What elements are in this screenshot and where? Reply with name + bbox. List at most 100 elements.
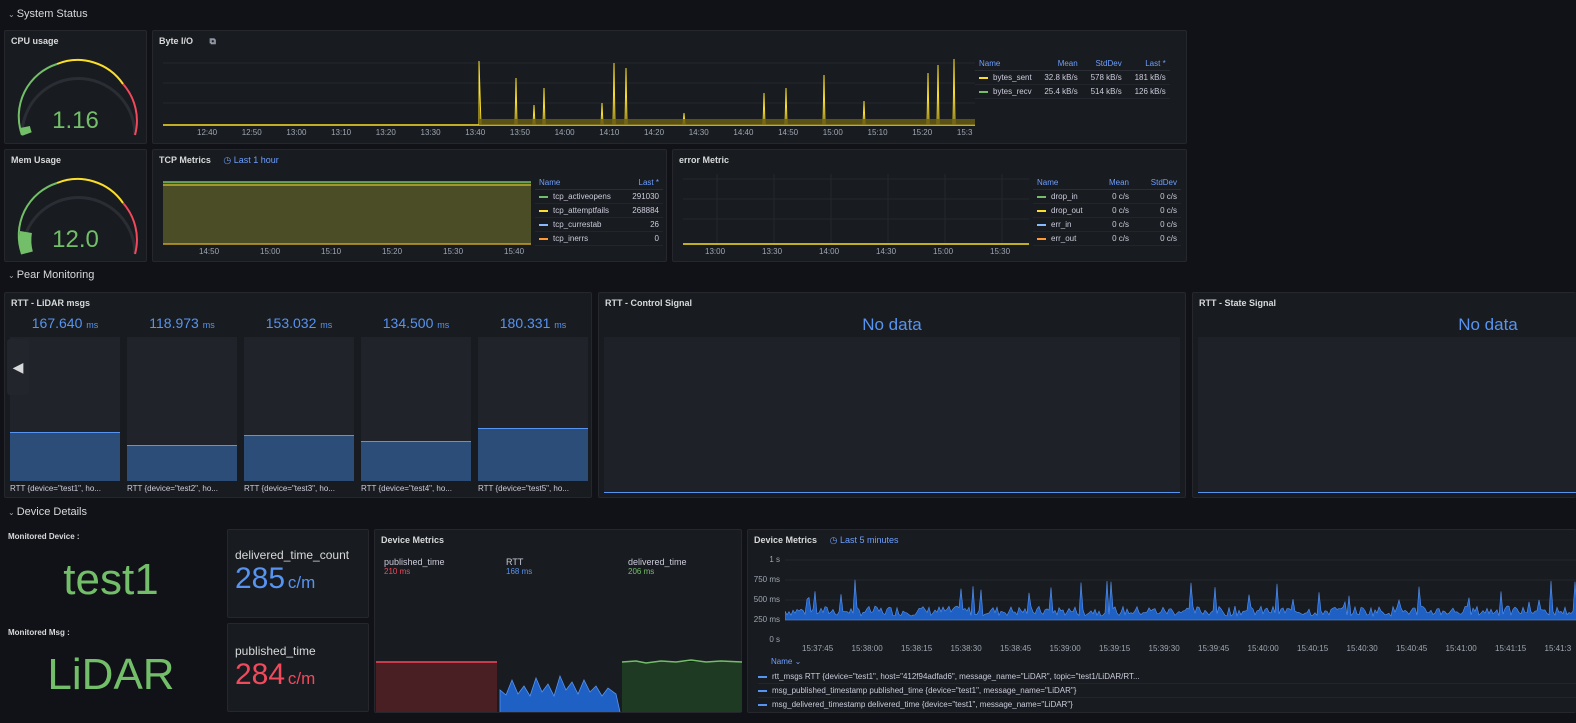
series-swatch <box>539 209 548 212</box>
metric-name: delivered_time <box>628 557 687 567</box>
published-sparkline <box>376 662 497 712</box>
legend-row[interactable]: msg_published_timestamp published_time {… <box>758 684 1576 698</box>
delivered-count-panel[interactable]: delivered_time_count 285 c/m <box>227 529 369 618</box>
rtt-bar <box>244 435 354 481</box>
rtt-control-panel[interactable]: RTT - Control Signal No data <box>598 292 1186 498</box>
legend-row[interactable]: tcp_currestab 26 <box>535 217 663 232</box>
rtt-number: 118.973 <box>149 315 199 331</box>
x-tick-label: 13:10 <box>331 128 352 137</box>
chevron-down-icon: ⌄ <box>8 9 15 19</box>
row-system-status[interactable]: ⌄ System Status <box>8 8 88 20</box>
x-tick-label: 15:20 <box>912 128 933 137</box>
rtt-bar-column[interactable] <box>361 337 471 481</box>
x-tick-label: 15:00 <box>260 247 281 256</box>
x-tick-label: 13:20 <box>375 128 396 137</box>
series-name: drop_out <box>1051 206 1083 215</box>
tcp-metrics-panel[interactable]: TCP Metrics ◷ Last 1 hour 14:50 15:00 15:1… <box>152 149 667 262</box>
y-tick-label: 500 ms <box>753 595 780 604</box>
time-info[interactable]: ◷ Last 5 minutes <box>830 535 899 545</box>
rtt-state-panel[interactable]: RTT - State Signal No data <box>1192 292 1576 498</box>
legend-header[interactable]: Name ⌄ <box>771 657 802 666</box>
x-tick-label: 15:38:15 <box>901 644 933 653</box>
rtt-sparkline <box>499 674 621 712</box>
metric-stat: RTT 168 ms <box>506 557 532 576</box>
rtt-bar <box>10 432 120 481</box>
panel-title: CPU usage <box>11 36 59 46</box>
legend-row[interactable]: tcp_attemptfails 268884 <box>535 203 663 218</box>
cpu-usage-panel[interactable]: CPU usage 1.16 <box>4 30 147 144</box>
stat-title: published_time <box>235 644 316 658</box>
error-metric-panel[interactable]: error Metric 13:00 13:30 14:00 14:30 15:00 15… <box>672 149 1187 262</box>
mem-usage-panel[interactable]: Mem Usage 12.0 <box>4 149 147 262</box>
tcp-chart[interactable] <box>163 174 531 246</box>
rtt-value: 153.032 ms <box>244 315 354 331</box>
legend-header[interactable]: Name <box>975 57 1036 71</box>
stat-value: 284 c/m <box>235 658 315 692</box>
legend-header[interactable]: Last * <box>617 176 663 190</box>
byte-io-chart[interactable] <box>163 53 975 131</box>
panel-title: error Metric <box>679 155 730 165</box>
byte-io-panel[interactable]: Byte I/O ⧉ 12:40 12:50 13:00 13:10 13:20 13:3… <box>152 30 1187 144</box>
x-tick-label: 15:10 <box>867 128 888 137</box>
rtt-number: 167.640 <box>31 315 83 331</box>
legend-row[interactable]: drop_out 0 c/s 0 c/s <box>1033 203 1181 218</box>
series-last: 26 <box>617 217 663 232</box>
series-name: tcp_activeopens <box>553 192 611 201</box>
device-metrics-chart[interactable] <box>785 558 1576 642</box>
published-time-panel[interactable]: published_time 284 c/m <box>227 623 369 712</box>
rtt-bar-column[interactable] <box>127 337 237 481</box>
series-name: tcp_currestab <box>553 220 602 229</box>
device-metrics-right-panel[interactable]: Device Metrics ◷ Last 5 minutes 1 s 750 m… <box>747 529 1576 713</box>
rtt-value: 134.500 ms <box>361 315 471 331</box>
rtt-unit: ms <box>437 320 450 330</box>
legend-header[interactable]: Mean <box>1093 176 1133 190</box>
device-metrics-left-panel[interactable]: Device Metrics published_time 210 ms RTT… <box>374 529 742 713</box>
x-tick-label: 15:39:00 <box>1049 644 1081 653</box>
legend-row[interactable]: tcp_inerrs 0 <box>535 231 663 246</box>
legend-header[interactable]: Mean <box>1035 57 1082 71</box>
row-title-label: Pear Monitoring <box>16 269 95 281</box>
collapse-arrow-icon[interactable]: ◀ <box>7 339 29 395</box>
row-device-details[interactable]: ⌄ Device Details <box>8 506 87 518</box>
series-stddev: 0 c/s <box>1133 231 1181 246</box>
legend-header[interactable]: Name <box>1033 176 1093 190</box>
time-info[interactable]: ◷ Last 1 hour <box>223 155 278 165</box>
time-info-text: Last 5 minutes <box>839 535 899 545</box>
cpu-value: 1.16 <box>52 107 99 134</box>
error-chart[interactable] <box>683 174 1029 246</box>
stat-number: 284 <box>235 658 286 691</box>
rtt-bar-label: RTT {device="test1", ho... <box>10 484 101 493</box>
external-link-icon[interactable]: ⧉ <box>209 36 216 46</box>
legend-header[interactable]: Last * <box>1125 57 1170 71</box>
legend-row[interactable]: drop_in 0 c/s 0 c/s <box>1033 189 1181 204</box>
rtt-bar-column[interactable] <box>244 337 354 481</box>
clock-icon: ◷ <box>223 155 232 165</box>
legend-header[interactable]: StdDev <box>1133 176 1181 190</box>
rtt-bar-column[interactable] <box>478 337 588 481</box>
panel-title: Device Metrics <box>381 535 445 545</box>
panel-title: RTT - State Signal <box>1199 298 1277 308</box>
legend-row[interactable]: bytes_sent 32.8 kB/s 578 kB/s 181 kB/s <box>975 70 1170 85</box>
legend-header[interactable]: Name <box>535 176 617 190</box>
legend-row[interactable]: rtt_msgs RTT {device="test1", host="412f… <box>758 670 1576 684</box>
legend-header[interactable]: StdDev <box>1081 57 1126 71</box>
x-tick-label: 14:40 <box>733 128 754 137</box>
bytes-noise-band <box>479 119 975 125</box>
x-tick-label: 15:00 <box>822 128 843 137</box>
rtt-value: 118.973 ms <box>127 315 237 331</box>
row-pear-monitoring[interactable]: ⌄ Pear Monitoring <box>8 269 94 281</box>
x-tick-label: 14:50 <box>199 247 220 256</box>
rtt-number: 134.500 <box>382 315 434 331</box>
legend-header-text: Name <box>771 657 793 666</box>
legend-row[interactable]: bytes_recv 25.4 kB/s 514 kB/s 126 kB/s <box>975 84 1170 99</box>
grid <box>683 174 1029 244</box>
series-mean: 0 c/s <box>1093 231 1133 246</box>
series-mean: 0 c/s <box>1093 189 1133 204</box>
legend-row[interactable]: tcp_activeopens 291030 <box>535 189 663 204</box>
legend-row[interactable]: msg_delivered_timestamp delivered_time {… <box>758 698 1576 709</box>
legend-row[interactable]: err_out 0 c/s 0 c/s <box>1033 231 1181 246</box>
x-tick-label: 13:30 <box>762 247 783 256</box>
panel-title: RTT - Control Signal <box>605 298 692 308</box>
rtt-lidar-panel[interactable]: RTT - LiDAR msgs 167.640 ms RTT {device="… <box>4 292 592 498</box>
legend-row[interactable]: err_in 0 c/s 0 c/s <box>1033 217 1181 232</box>
